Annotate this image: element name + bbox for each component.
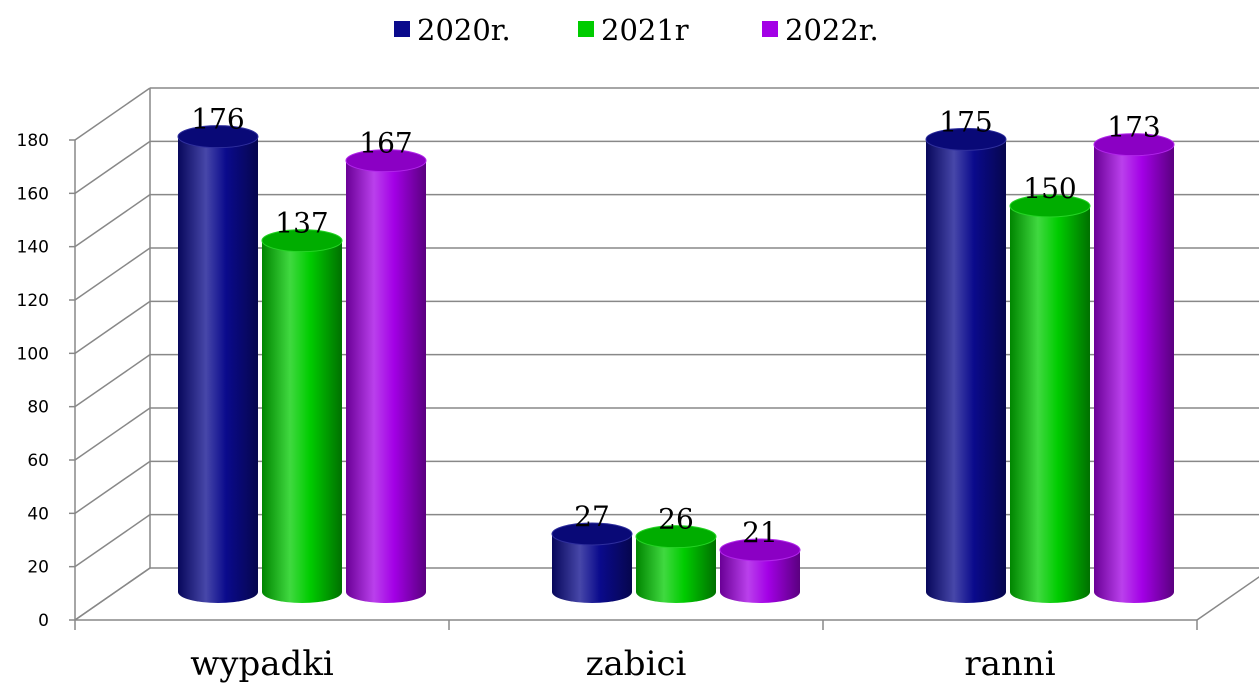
legend-item: 2020r. — [394, 13, 511, 47]
y-axis: 0 20 40 60 80 100 120 140 160 180 — [17, 131, 76, 631]
data-label: 26 — [658, 503, 694, 536]
bar — [635, 525, 717, 603]
data-label: 27 — [574, 500, 610, 533]
bar — [177, 125, 259, 603]
legend-swatch — [578, 21, 594, 37]
y-tick-label: 160 — [17, 184, 49, 204]
data-label: 173 — [1107, 111, 1160, 144]
y-tick-label: 140 — [17, 238, 49, 258]
y-tick-label: 120 — [17, 291, 49, 311]
bars — [177, 125, 1175, 604]
x-tick-label: wypadki — [190, 644, 334, 684]
y-tick-label: 0 — [38, 611, 49, 631]
data-label: 167 — [359, 127, 412, 160]
legend-item: 2022r. — [762, 13, 879, 47]
x-axis: wypadki zabici ranni — [74, 619, 1198, 684]
data-label: 21 — [742, 516, 778, 549]
legend-swatch — [762, 21, 778, 37]
legend: 2020r. 2021r 2022r. — [394, 13, 879, 47]
y-tick-label: 20 — [27, 558, 49, 578]
y-tick-label: 80 — [27, 398, 49, 418]
legend-label: 2022r. — [785, 13, 879, 47]
data-label: 137 — [275, 207, 328, 240]
bar — [719, 538, 801, 603]
data-label: 175 — [939, 105, 992, 138]
gridline — [74, 87, 1259, 141]
data-labels: 176 137 167 27 26 21 175 150 173 — [191, 103, 1160, 549]
x-tick-label: zabici — [586, 644, 687, 684]
bar — [1093, 133, 1175, 603]
y-tick-label: 100 — [17, 344, 49, 364]
legend-swatch — [394, 21, 410, 37]
bar — [345, 149, 427, 603]
gridline — [74, 140, 1259, 194]
legend-label: 2021r — [601, 13, 689, 47]
x-tick-label: ranni — [964, 644, 1055, 684]
floor-edge-right — [1196, 576, 1259, 621]
bar — [261, 229, 343, 603]
y-tick-label: 40 — [27, 504, 49, 524]
legend-label: 2020r. — [417, 13, 511, 47]
legend-item: 2021r — [578, 13, 689, 47]
bar — [551, 522, 633, 603]
y-tick-label: 60 — [27, 451, 49, 471]
gridline — [74, 193, 1259, 248]
data-label: 176 — [191, 103, 244, 136]
y-tick-label: 180 — [17, 131, 49, 151]
bar — [925, 127, 1007, 604]
data-label: 150 — [1023, 172, 1076, 205]
bar — [1009, 194, 1091, 603]
